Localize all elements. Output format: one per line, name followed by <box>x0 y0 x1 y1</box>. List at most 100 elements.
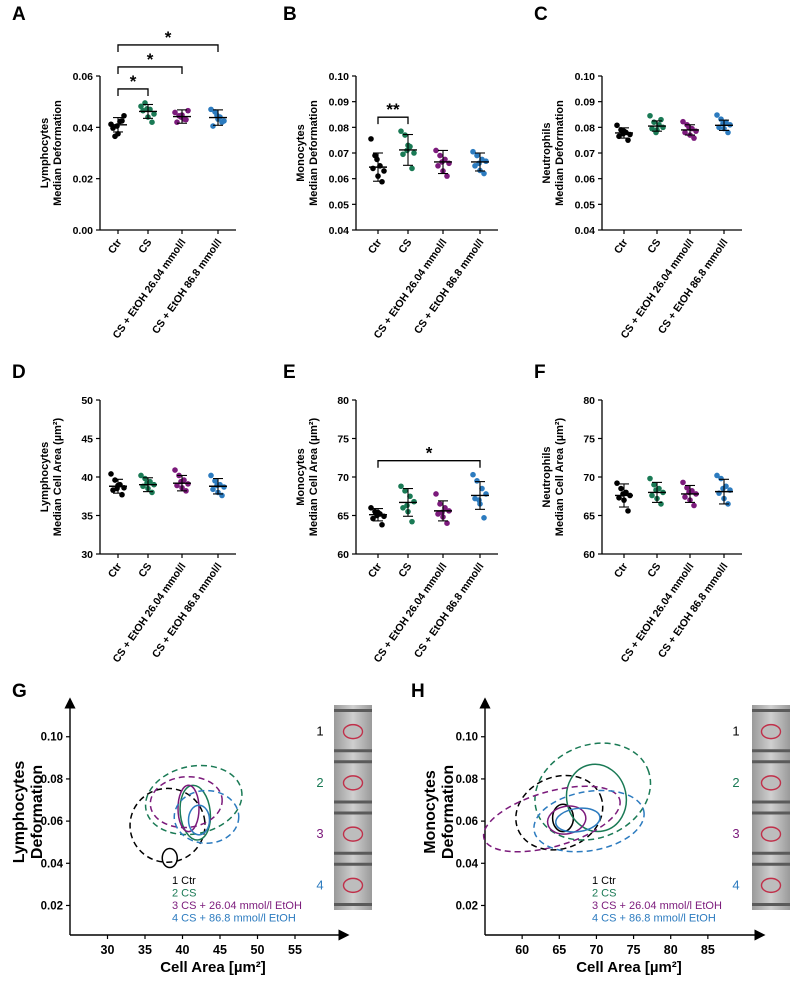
cell-image <box>760 826 782 842</box>
panel-letter: C <box>534 4 548 25</box>
series-0 <box>368 136 387 185</box>
data-point <box>409 165 415 172</box>
data-point <box>433 491 439 497</box>
data-point <box>398 128 404 134</box>
y-tick-label: 0.08 <box>41 774 64 786</box>
channel-wall <box>752 903 790 906</box>
y-tick-label: 0.06 <box>456 816 478 828</box>
y-axis-label: MonocytesMedian Deformation <box>295 100 320 206</box>
data-point <box>470 148 476 155</box>
data-point <box>404 502 410 509</box>
y-tick-label: 65 <box>337 511 349 523</box>
y-axis-label-line: Median Deformation <box>308 100 320 206</box>
y-tick-label: 75 <box>337 434 349 446</box>
y-tick-label: 0.08 <box>575 122 596 134</box>
y-tick-label: 0.04 <box>73 122 94 134</box>
y-tick-label: 40 <box>81 472 93 484</box>
data-point <box>138 103 144 110</box>
panel-letter: A <box>12 4 26 25</box>
data-point <box>714 112 720 118</box>
legend-entry: 3 CS + 26.04 mmol/l EtOH <box>592 900 722 912</box>
y-tick-label: 0.09 <box>575 97 596 109</box>
cell-image-label: 3 <box>316 826 323 841</box>
legend-entry: 3 CS + 26.04 mmol/l EtOH <box>172 900 302 912</box>
series-3 <box>208 472 227 499</box>
data-point <box>653 129 659 136</box>
cell-image <box>760 877 782 894</box>
x-tick-label: 35 <box>138 943 152 957</box>
cell-image <box>760 775 782 791</box>
significance-label: * <box>130 72 137 91</box>
contour-dashed <box>129 787 206 864</box>
series-3 <box>470 148 489 177</box>
contour-solid <box>187 804 211 836</box>
channel-wall <box>334 800 372 804</box>
series-3 <box>714 472 733 507</box>
cell-image <box>342 877 364 894</box>
data-point <box>483 158 489 165</box>
x-tick-label: 45 <box>213 943 227 957</box>
panel-letter: G <box>12 681 27 702</box>
x-tick-label: CS <box>645 561 663 580</box>
x-tick-label: 70 <box>589 943 603 957</box>
y-tick-label: 0.00 <box>73 225 94 237</box>
data-point <box>374 156 380 163</box>
x-tick-label: CS <box>136 237 154 256</box>
legend-entry: 2 CS <box>592 888 616 900</box>
x-tick-label: CS + EtOH 86.8 mmol/l <box>412 561 487 660</box>
data-point <box>407 493 413 500</box>
data-point <box>172 109 178 116</box>
data-point <box>649 125 655 132</box>
data-point <box>208 472 214 479</box>
data-point <box>219 119 225 125</box>
data-point <box>684 484 690 491</box>
y-tick-label: 70 <box>337 472 349 484</box>
y-axis-label-line: Monocytes <box>295 448 307 505</box>
y-tick-label: 60 <box>583 549 595 561</box>
data-point <box>435 163 441 169</box>
panel-d: D 30 35 40 45 50 LymphocytesMedian Cell Area (… <box>12 362 236 665</box>
data-point <box>370 515 376 522</box>
significance-bracket <box>377 460 481 468</box>
contour-solid <box>179 784 212 841</box>
y-axis-label-line: Median Deformation <box>554 100 566 206</box>
data-point <box>379 521 385 528</box>
y-tick-label: 0.04 <box>329 225 350 237</box>
channel-wall <box>334 811 372 815</box>
contour-solid <box>161 847 178 869</box>
data-point <box>374 512 380 519</box>
legend-entry: 2 CS <box>172 888 196 900</box>
panel-letter: F <box>534 362 546 383</box>
panel-letter: B <box>283 4 297 25</box>
data-point <box>649 492 655 499</box>
y-axis-title-line: Deformation <box>29 765 46 859</box>
cell-image-label: 4 <box>316 877 323 892</box>
x-tick-label: 30 <box>101 943 115 957</box>
contour-dashed <box>149 775 223 829</box>
data-point <box>474 152 480 159</box>
series-1 <box>398 128 417 172</box>
y-axis-label: MonocytesMedian Cell Area (µm²) <box>295 417 320 536</box>
data-point <box>212 478 218 484</box>
contour-solid <box>565 763 628 833</box>
cell-image <box>342 775 364 791</box>
y-tick-label: 0.05 <box>329 199 350 211</box>
x-tick-label: Ctr <box>612 561 631 580</box>
series-1 <box>647 475 666 507</box>
series-1 <box>398 483 417 525</box>
channel-wall <box>334 851 372 855</box>
data-point <box>682 129 688 136</box>
data-point <box>691 502 697 509</box>
series-0 <box>614 480 633 514</box>
panel-f: F 60 65 70 75 80 NeutrophilsMedian Cell Area (… <box>534 362 742 665</box>
cell-image-strip: 1 2 3 4 <box>316 705 372 910</box>
data-point <box>625 137 631 143</box>
y-tick-label: 0.07 <box>575 148 596 160</box>
data-point <box>108 471 114 477</box>
contour-dashed <box>533 789 645 853</box>
y-tick-label: 0.10 <box>41 732 63 744</box>
channel-wall <box>334 862 372 866</box>
y-tick-label: 70 <box>583 472 595 484</box>
cell-image <box>760 723 782 740</box>
